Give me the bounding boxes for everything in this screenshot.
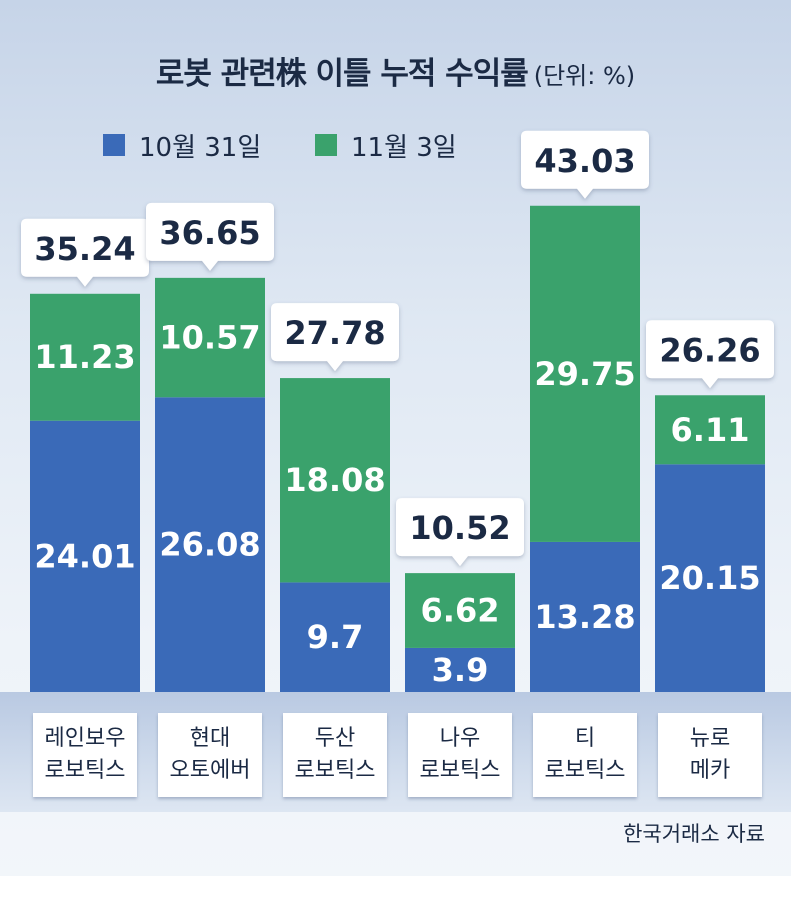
category-label-line: 오토에버 <box>169 758 251 783</box>
data-label-series2-4: 29.75 <box>534 355 635 393</box>
total-label-3: 10.52 <box>409 509 510 547</box>
total-label-1: 36.65 <box>159 214 260 252</box>
bar-series1-5 <box>655 464 765 692</box>
legend-label-series2: 11월 3일 <box>351 132 457 163</box>
total-bubble-5 <box>646 320 774 389</box>
legend-item-series1: 10월 31일 <box>103 128 262 163</box>
legend-label-series1: 10월 31일 <box>139 132 262 163</box>
data-label-series2-5: 6.11 <box>671 411 750 449</box>
chart-title-block: 로봇 관련株 이틀 누적 수익률 (단위: %) <box>0 48 791 93</box>
total-bubble-2 <box>271 303 399 372</box>
bar-series1-0 <box>30 420 140 692</box>
category-label-line: 로보틱스 <box>419 758 501 783</box>
data-label-series1-3: 3.9 <box>432 651 489 689</box>
category-label-line: 나우 <box>439 726 481 751</box>
data-label-series2-1: 10.57 <box>159 319 260 357</box>
legend-item-series2: 11월 3일 <box>315 128 457 163</box>
category-label-line: 메카 <box>689 758 731 783</box>
bar-series1-2 <box>280 582 390 692</box>
total-label-5: 26.26 <box>659 331 760 369</box>
category-label-line: 티 <box>574 726 596 751</box>
bar-series2-5 <box>655 395 765 465</box>
data-label-series1-0: 24.01 <box>34 537 135 575</box>
category-label-line: 뉴로 <box>689 726 731 751</box>
category-label-line: 레인보우 <box>44 726 126 751</box>
data-label-series2-0: 11.23 <box>34 338 135 376</box>
chart-title: 로봇 관련株 이틀 누적 수익률 <box>155 56 529 92</box>
data-label-series1-2: 9.7 <box>307 618 364 656</box>
bar-series1-3 <box>405 647 515 692</box>
data-label-series2-3: 6.62 <box>421 592 500 630</box>
total-bubble-1 <box>146 202 274 271</box>
category-label-line: 로보틱스 <box>294 758 376 783</box>
category-label-line: 로보틱스 <box>544 758 626 783</box>
bottom-margin <box>0 876 791 915</box>
bar-series2-3 <box>405 573 515 648</box>
bar-series1-4 <box>530 541 640 692</box>
legend-swatch-series2 <box>315 134 337 156</box>
total-label-2: 27.78 <box>284 314 385 352</box>
total-bubble-0 <box>21 218 149 287</box>
category-label-line: 현대 <box>189 726 231 751</box>
total-bubble-3 <box>396 498 524 567</box>
data-label-series2-2: 18.08 <box>284 461 385 499</box>
total-bubble-4 <box>521 130 649 199</box>
chart-unit: (단위: %) <box>533 62 636 90</box>
total-label-0: 35.24 <box>34 230 135 268</box>
legend-swatch-series1 <box>103 134 125 156</box>
total-label-4: 43.03 <box>534 142 635 180</box>
data-label-series1-4: 13.28 <box>534 598 635 636</box>
bar-series1-1 <box>155 397 265 692</box>
bar-series2-0 <box>30 293 140 421</box>
data-label-series1-1: 26.08 <box>159 526 260 564</box>
bar-series2-1 <box>155 277 265 398</box>
data-label-series1-5: 20.15 <box>659 559 760 597</box>
bar-series2-2 <box>280 378 390 583</box>
category-label-line: 두산 <box>314 726 356 751</box>
bar-series2-4 <box>530 205 640 542</box>
category-label-line: 로보틱스 <box>44 758 126 783</box>
source-note: 한국거래소 자료 <box>623 822 765 846</box>
